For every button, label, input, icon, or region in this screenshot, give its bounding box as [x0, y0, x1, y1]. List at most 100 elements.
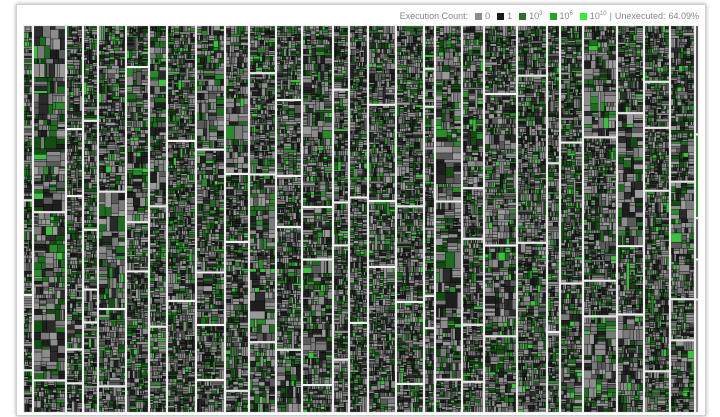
treemap-cell [139, 140, 146, 143]
treemap-cell [119, 73, 125, 75]
treemap[interactable] [23, 25, 699, 413]
treemap-cell [144, 307, 148, 309]
treemap-cell [163, 317, 165, 320]
treemap-cell [150, 146, 152, 151]
treemap-cell [27, 277, 29, 281]
treemap-cell [67, 75, 74, 76]
treemap-cell [90, 361, 93, 364]
treemap-cell [95, 198, 97, 202]
treemap-cell [24, 191, 32, 193]
treemap-cell [116, 246, 125, 253]
treemap-cell [78, 178, 82, 179]
treemap-cell [57, 139, 65, 144]
treemap-cell [73, 178, 77, 181]
treemap-cell [163, 265, 167, 267]
treemap-cell [113, 409, 114, 412]
treemap-cell [56, 409, 60, 411]
treemap-cell [158, 359, 161, 362]
treemap-cell [38, 253, 43, 257]
treemap-cell [56, 388, 65, 391]
treemap-cell [84, 107, 97, 110]
treemap-cell [31, 244, 32, 248]
treemap-cell [110, 378, 120, 381]
treemap-cell [118, 92, 120, 97]
treemap-cell [113, 119, 114, 123]
treemap-cell [27, 115, 32, 117]
treemap-cell [99, 51, 101, 55]
treemap-cell [129, 251, 132, 253]
treemap-cell [34, 186, 43, 190]
treemap-cell [75, 365, 77, 370]
treemap-cell [150, 207, 159, 209]
treemap-cell [107, 216, 110, 231]
treemap-cell [127, 240, 130, 246]
treemap-cell [95, 367, 97, 371]
treemap-cell [120, 353, 122, 358]
treemap-cell [105, 185, 109, 187]
treemap-cell [135, 214, 140, 221]
treemap-cell [150, 160, 154, 163]
treemap-cell [29, 87, 30, 93]
treemap-cell [162, 108, 166, 109]
treemap-cell [150, 80, 159, 86]
treemap-cell [75, 37, 77, 40]
treemap-cell [133, 398, 135, 401]
treemap-cell [161, 190, 163, 195]
treemap-cell [112, 83, 119, 86]
treemap-cell [30, 107, 32, 112]
treemap-cell [79, 303, 81, 307]
treemap-cell [110, 216, 118, 231]
treemap-cell [67, 143, 71, 145]
treemap-cell [127, 191, 133, 192]
treemap-cell [28, 152, 30, 156]
treemap-cell [154, 328, 158, 332]
treemap-cell [26, 107, 27, 112]
treemap-cell [67, 64, 73, 66]
treemap-cell [24, 296, 32, 299]
treemap-cell [36, 127, 39, 131]
treemap-cell [95, 231, 97, 235]
treemap-cell [44, 397, 48, 399]
treemap-cell [42, 130, 47, 137]
legend-label-1e10: 1010 [590, 11, 607, 21]
treemap-cell [140, 59, 142, 64]
treemap-cell [89, 206, 93, 211]
treemap-cell [25, 318, 28, 321]
treemap-cell [89, 75, 92, 76]
treemap-cell [99, 171, 104, 173]
treemap-cell [93, 65, 97, 67]
treemap-cell [26, 248, 29, 249]
treemap-cell [157, 317, 161, 318]
treemap-cell [72, 70, 74, 75]
treemap-cell [84, 168, 86, 172]
treemap-cell [27, 232, 30, 240]
treemap-cell [84, 148, 86, 151]
treemap-cell [24, 399, 27, 404]
treemap-cell [131, 390, 135, 395]
treemap-cell [132, 121, 134, 128]
treemap-cell [133, 185, 142, 188]
treemap-cell [183, 26, 184, 32]
treemap-cell [75, 359, 77, 363]
treemap-cell [84, 132, 91, 133]
treemap-cell [144, 319, 148, 322]
treemap-cell [130, 407, 136, 409]
treemap-cell [116, 406, 119, 407]
treemap-cell [144, 272, 148, 274]
treemap-cell [78, 365, 82, 368]
treemap-cell [99, 246, 107, 253]
treemap-cell [118, 400, 125, 401]
treemap-cell [139, 268, 148, 270]
treemap-cell [157, 172, 160, 190]
treemap-cell [154, 87, 160, 95]
treemap-cell [89, 60, 91, 64]
treemap-cell [115, 298, 118, 308]
treemap-canvas[interactable] [23, 25, 699, 413]
treemap-cell [154, 219, 155, 222]
treemap-cell [87, 85, 94, 88]
treemap-cell [67, 408, 72, 410]
treemap-cell [136, 249, 139, 253]
treemap-cell [99, 173, 101, 179]
treemap-cell [88, 224, 91, 227]
treemap-cell [34, 108, 39, 114]
